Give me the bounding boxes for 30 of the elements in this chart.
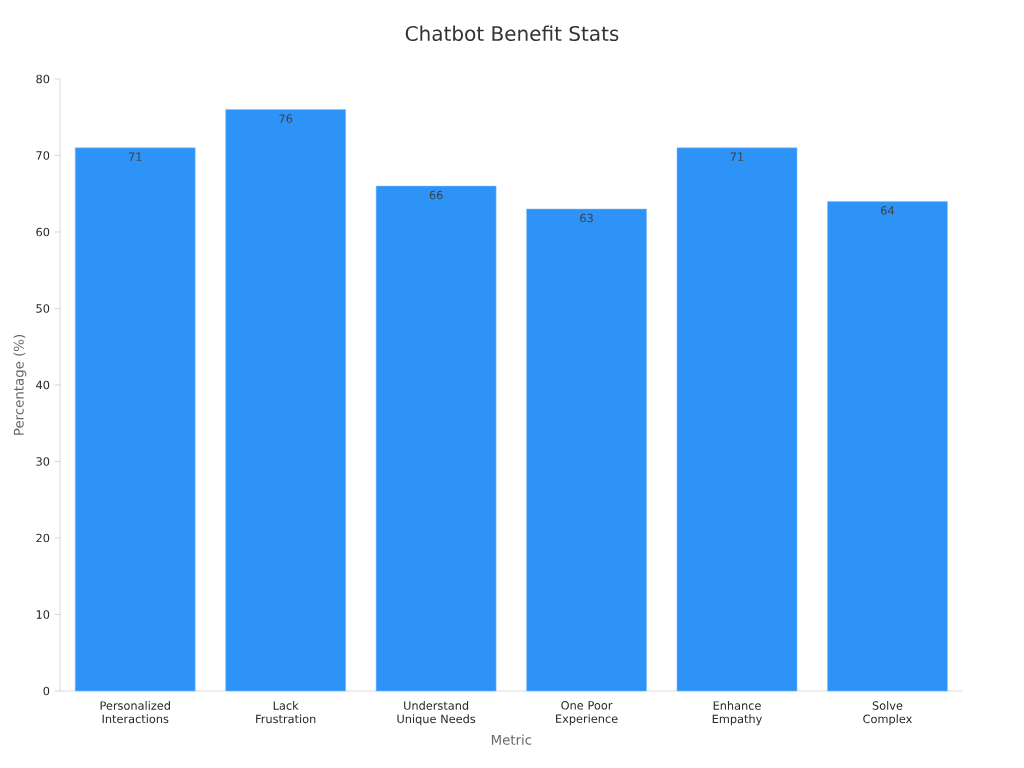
y-tick-label: 0 bbox=[43, 686, 50, 696]
bar bbox=[676, 147, 798, 692]
y-tick-label: 40 bbox=[36, 380, 50, 390]
data-label: 64 bbox=[881, 206, 895, 215]
y-tick-label: 10 bbox=[36, 610, 50, 619]
y-tick-label: 80 bbox=[36, 74, 50, 84]
x-tick-label: Solve Complex bbox=[863, 701, 912, 726]
y-axis-title: Percentage (%) bbox=[13, 335, 27, 435]
bar bbox=[74, 147, 196, 692]
y-tick-label: 50 bbox=[36, 304, 50, 313]
data-label: 71 bbox=[128, 152, 142, 161]
bar bbox=[827, 201, 948, 692]
data-label: 71 bbox=[730, 152, 744, 161]
x-tick-label: Enhance Empathy bbox=[712, 701, 763, 726]
y-tick-label: 30 bbox=[36, 457, 50, 466]
data-label: 63 bbox=[580, 213, 593, 223]
x-tick-label: One Poor Experience bbox=[556, 701, 618, 726]
data-label: 66 bbox=[429, 190, 443, 200]
y-tick-label: 60 bbox=[36, 227, 50, 237]
bar bbox=[225, 109, 346, 692]
x-tick-label: Personalized Interactions bbox=[100, 701, 170, 724]
bar bbox=[526, 208, 647, 692]
data-label: 76 bbox=[279, 114, 293, 123]
x-tick-label: Lack Frustration bbox=[256, 701, 316, 724]
y-tick-label: 20 bbox=[36, 533, 50, 543]
x-axis-title: Metric bbox=[491, 734, 532, 745]
y-tick-label: 70 bbox=[36, 151, 50, 160]
chart-title: Chatbot Benefit Stats bbox=[405, 25, 619, 42]
bar bbox=[375, 185, 497, 692]
x-tick-label: Understand Unique Needs bbox=[397, 701, 476, 726]
